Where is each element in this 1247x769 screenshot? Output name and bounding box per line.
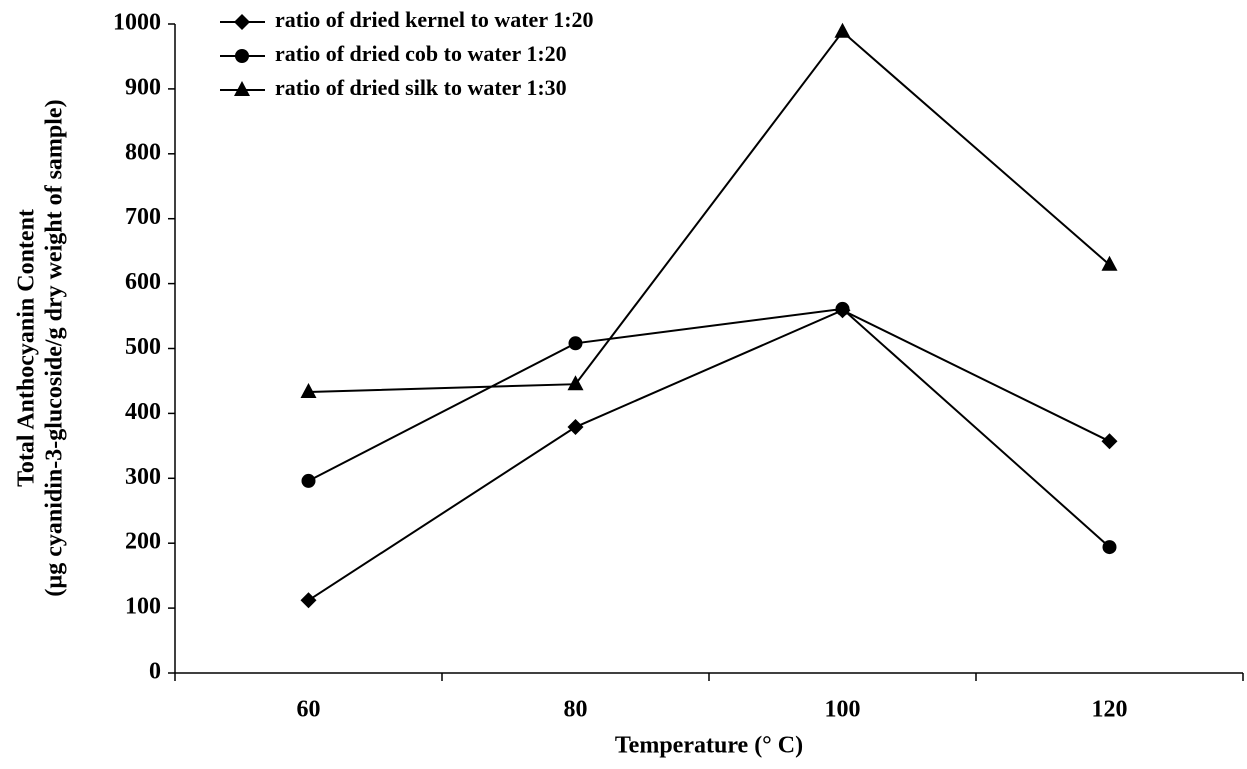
data-point — [835, 301, 850, 316]
y-axis-title: Total Anthocyanin Content — [14, 209, 40, 487]
series-line — [307, 309, 1110, 602]
data-point — [834, 22, 851, 38]
y-tick-label: 900 — [125, 74, 161, 100]
x-tick-label: 80 — [564, 697, 588, 723]
y-tick-label: 600 — [125, 269, 161, 295]
y-tick-label: 0 — [149, 659, 161, 685]
y-tick-label: 1000 — [113, 10, 161, 36]
data-point — [1102, 540, 1117, 555]
data-point — [567, 419, 584, 436]
y-tick-label: 200 — [125, 529, 161, 555]
series-line — [308, 307, 1111, 548]
legend-label: ratio of dried silk to water 1:30 — [275, 75, 567, 100]
x-tick-label: 60 — [297, 697, 321, 723]
data-point — [1101, 433, 1118, 450]
y-tick-label: 300 — [125, 464, 161, 490]
y-tick-label: 700 — [125, 204, 161, 230]
data-point — [567, 375, 584, 391]
data-point — [1101, 255, 1118, 271]
y-tick-label: 100 — [125, 594, 161, 620]
y-tick-label: 400 — [125, 399, 161, 425]
legend-label: ratio of dried cob to water 1:20 — [275, 41, 567, 66]
y-tick-label: 500 — [125, 334, 161, 360]
data-point — [300, 592, 317, 609]
y-axis-title: (µg cyanidin-3-glucoside/g dry weight of… — [42, 99, 68, 596]
x-tick-label: 120 — [1092, 697, 1128, 723]
x-axis-title: Temperature (° C) — [615, 733, 803, 759]
x-tick-label: 100 — [825, 697, 861, 723]
data-point — [568, 336, 583, 351]
legend-marker — [234, 14, 250, 30]
legend-marker — [234, 81, 250, 96]
data-point — [300, 382, 317, 398]
y-tick-label: 800 — [125, 139, 161, 165]
legend-marker — [235, 49, 249, 63]
data-point — [301, 473, 316, 488]
legend-label: ratio of dried kernel to water 1:20 — [275, 7, 594, 32]
series-line — [308, 30, 1111, 393]
